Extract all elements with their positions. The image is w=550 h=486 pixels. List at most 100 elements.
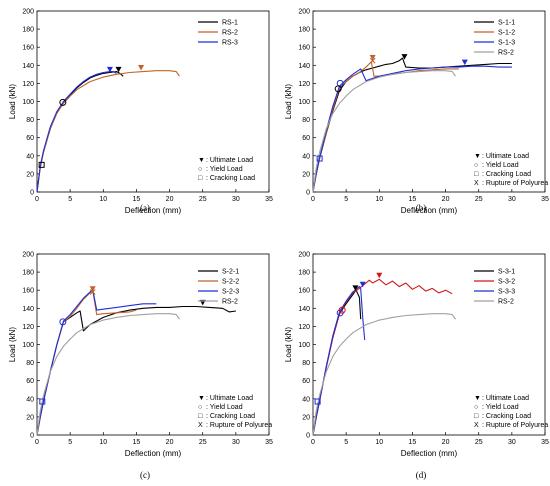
y-tick-label: 40 [302, 153, 310, 160]
y-tick-label: 20 [302, 171, 310, 178]
y-tick-label: 60 [302, 135, 310, 142]
y-tick-label: 200 [298, 9, 310, 16]
x-tick-label: 35 [265, 196, 273, 203]
x-tick-label: 20 [166, 439, 174, 446]
y-tick-label: 60 [26, 135, 34, 142]
ultimate-load-marker [369, 55, 376, 61]
marker-legend-label: : Yield Load [482, 162, 519, 169]
x-tick-label: 20 [166, 196, 174, 203]
y-tick-label: 60 [26, 378, 34, 385]
y-tick-label: 80 [26, 360, 34, 367]
series-line-rs-2 [312, 313, 456, 436]
y-tick-label: 180 [298, 27, 310, 34]
x-tick-label: 15 [133, 196, 141, 203]
y-tick-label: 180 [22, 27, 34, 34]
yield-load-marker [334, 85, 342, 93]
y-tick-label: 140 [298, 63, 310, 70]
x-tick-label: 25 [199, 439, 207, 446]
y-tick-label: 40 [26, 396, 34, 403]
marker-legend-symbol: ○ [198, 404, 202, 411]
series-line-rs-2 [36, 313, 180, 436]
legend-label: S-2-1 [222, 269, 239, 276]
x-tick-label: 0 [35, 196, 39, 203]
legend-label: S-2-3 [222, 289, 239, 296]
marker-legend-symbol: ▼ [198, 395, 205, 402]
cracking-load-marker [314, 398, 321, 405]
x-tick-label: 10 [99, 439, 107, 446]
marker-legend-symbol: ○ [474, 404, 478, 411]
y-tick-label: 120 [22, 81, 34, 88]
y-tick-label: 20 [26, 171, 34, 178]
y-tick-label: 120 [298, 81, 310, 88]
y-tick-label: 0 [30, 433, 34, 440]
legend-label: S-3-3 [498, 289, 515, 296]
y-tick-label: 160 [22, 45, 34, 52]
x-axis-label: Deflection (mm) [401, 206, 458, 215]
x-tick-label: 20 [442, 439, 450, 446]
chart-panel-1: 0 20 40 60 80 100 120 140 160 180 200 0 5 10 15 20 25 30 3… [8, 9, 273, 216]
series-line-rs-2 [312, 70, 456, 193]
x-tick-label: 15 [133, 439, 141, 446]
legend-label: S-1-3 [498, 40, 515, 47]
marker-legend-label: : Rupture of Polyurea [482, 422, 548, 429]
x-tick-label: 30 [232, 196, 240, 203]
ultimate-load-marker [401, 54, 408, 60]
ultimate-load-marker [89, 286, 96, 292]
x-tick-label: 5 [344, 196, 348, 203]
legend-label: S-3-1 [498, 269, 515, 276]
yield-load-marker [59, 318, 67, 326]
y-axis-label: Load (kN) [8, 84, 17, 119]
ultimate-load-marker [376, 272, 383, 279]
x-tick-label: 30 [508, 439, 516, 446]
chart-panel-2: 0 20 40 60 80 100 120 140 160 180 200 0 5 10 15 20 25 30 3… [284, 9, 549, 216]
y-tick-label: 80 [302, 360, 310, 367]
marker-legend-symbol: ▼ [474, 153, 481, 160]
x-axis-label: Deflection (mm) [401, 449, 458, 458]
y-tick-label: 140 [298, 306, 310, 313]
x-tick-label: 35 [541, 439, 549, 446]
ultimate-load-marker [359, 281, 366, 288]
x-tick-label: 35 [265, 439, 273, 446]
legend-label: RS-2 [498, 299, 514, 306]
legend-label: RS-2 [498, 50, 514, 57]
ultimate-load-marker [352, 285, 359, 291]
x-axis-label: Deflection (mm) [125, 449, 182, 458]
y-tick-label: 160 [298, 288, 310, 295]
x-tick-label: 0 [311, 439, 315, 446]
series-line-s-1-3 [312, 65, 512, 193]
marker-legend-symbol: ○ [198, 166, 202, 173]
x-tick-label: 15 [409, 439, 417, 446]
series-line-s-1-2 [312, 61, 459, 193]
marker-legend-label: : Yield Load [206, 166, 243, 173]
plot-frame [36, 10, 270, 193]
y-tick-label: 160 [22, 288, 34, 295]
rupture-marker-stroke [89, 289, 96, 295]
series-line-s-2-2 [36, 289, 137, 436]
marker-legend-symbol: X [474, 180, 479, 187]
y-tick-label: 80 [302, 117, 310, 124]
marker-legend-symbol: ○ [474, 162, 478, 169]
y-tick-label: 200 [22, 252, 34, 259]
y-tick-label: 200 [22, 9, 34, 16]
yield-load-marker [338, 306, 346, 314]
x-tick-label: 15 [409, 196, 417, 203]
y-axis-label: Load (kN) [284, 84, 293, 119]
legend-label: RS-2 [222, 299, 238, 306]
x-tick-label: 5 [68, 439, 72, 446]
legend-label: RS-2 [222, 30, 238, 37]
y-tick-label: 0 [306, 190, 310, 197]
marker-legend-label: : Ultimate Load [482, 153, 529, 160]
y-tick-label: 0 [30, 190, 34, 197]
x-tick-label: 0 [35, 439, 39, 446]
y-tick-label: 40 [302, 396, 310, 403]
series-line-s-3-2 [312, 278, 453, 436]
marker-legend-label: : Ultimate Load [206, 395, 253, 402]
x-tick-label: 5 [344, 439, 348, 446]
x-tick-label: 0 [311, 196, 315, 203]
marker-legend-symbol: X [198, 422, 203, 429]
rupture-marker [89, 289, 96, 295]
ultimate-load-marker [115, 66, 122, 73]
y-tick-label: 40 [26, 153, 34, 160]
marker-legend-symbol: ▼ [198, 157, 205, 164]
